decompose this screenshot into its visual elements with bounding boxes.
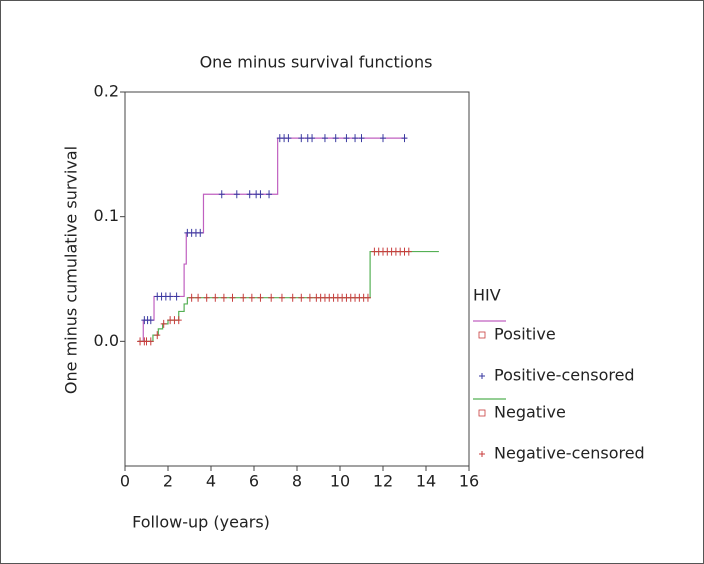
censor-mark (246, 190, 253, 199)
censor-mark (257, 293, 264, 302)
x-tick-label: 12 (373, 472, 393, 491)
censor-mark (195, 293, 202, 302)
x-tick-label: 4 (206, 472, 216, 491)
legend-label: Positive (494, 325, 556, 344)
censor-mark (147, 316, 154, 325)
censor-mark (306, 293, 313, 302)
x-tick-label: 2 (163, 472, 173, 491)
censor-mark (364, 293, 371, 302)
x-tick-label: 10 (330, 472, 350, 491)
censor-mark (298, 134, 305, 143)
censor-mark (160, 319, 167, 328)
censor-mark (268, 293, 275, 302)
censor-mark (285, 134, 292, 143)
legend-label: Negative (494, 403, 566, 422)
x-axis-label: Follow-up (years) (132, 513, 270, 532)
censor-mark (218, 190, 225, 199)
censor-mark (298, 293, 305, 302)
censor-mark (229, 293, 236, 302)
x-tick-label: 6 (249, 472, 259, 491)
censor-mark (147, 337, 154, 346)
censor-mark (203, 293, 210, 302)
censor-mark (197, 228, 204, 237)
censor-mark (220, 293, 227, 302)
censor-mark (233, 190, 240, 199)
censor-mark (405, 247, 412, 256)
legend-marker (478, 409, 486, 417)
censor-mark (289, 293, 296, 302)
legend-label: Positive-censored (494, 366, 635, 385)
x-tick-label: 0 (120, 472, 130, 491)
censor-mark (321, 134, 328, 143)
censor-mark (240, 293, 247, 302)
censor-mark (309, 134, 316, 143)
legend-marker (479, 373, 485, 379)
censor-mark (380, 134, 386, 143)
legend-marker (478, 331, 486, 339)
y-tick-label: 0.2 (94, 82, 119, 101)
censor-mark (358, 134, 365, 143)
legend-marker (479, 451, 485, 457)
censor-mark (343, 134, 350, 143)
censor-mark (401, 134, 408, 143)
censor-mark (257, 190, 264, 199)
y-tick-label: 0.1 (94, 206, 119, 225)
censor-mark (154, 331, 161, 340)
legend-title: HIV (473, 286, 501, 305)
censor-mark (248, 293, 255, 302)
censor-mark (175, 316, 182, 325)
x-tick-label: 16 (459, 472, 479, 491)
censor-mark (332, 134, 339, 143)
y-tick-label: 0.0 (94, 331, 119, 350)
plot-frame (124, 91, 470, 467)
censor-mark (352, 134, 359, 143)
y-axis-label: One minus cumulative survival (62, 146, 81, 394)
censor-mark (278, 293, 285, 302)
censor-mark (212, 293, 219, 302)
x-tick-label: 8 (292, 472, 302, 491)
censor-mark (266, 190, 273, 199)
censor-mark (167, 292, 174, 301)
censor-mark (188, 293, 195, 302)
chart-title: One minus survival functions (200, 53, 433, 72)
legend-label: Negative-censored (494, 444, 645, 463)
censor-mark (173, 292, 180, 301)
x-tick-label: 14 (416, 472, 436, 491)
